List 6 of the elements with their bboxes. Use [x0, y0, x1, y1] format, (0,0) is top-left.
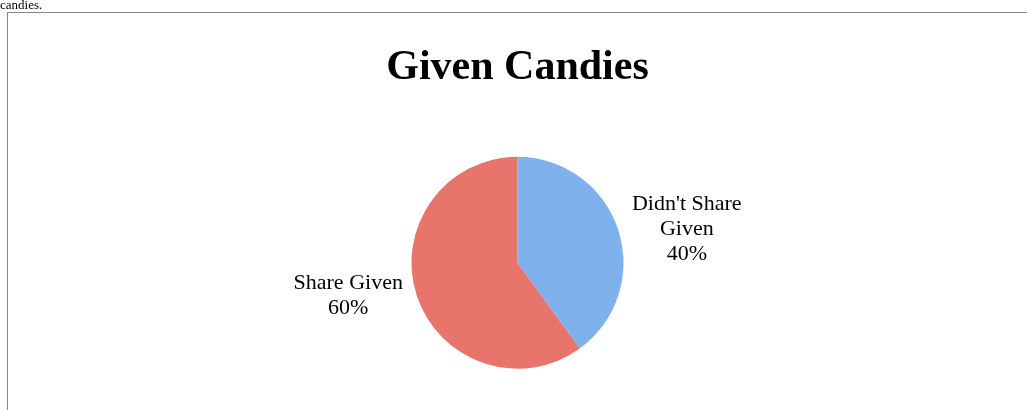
slice-label: Share Given: [293, 268, 403, 294]
chart-title: Given Candies: [386, 42, 649, 89]
text: candies.: [0, 0, 43, 12]
data-label: 60%: [328, 293, 369, 319]
slice-label: Didn't Share Given: [631, 190, 742, 241]
data-label: 40%: [666, 240, 707, 266]
